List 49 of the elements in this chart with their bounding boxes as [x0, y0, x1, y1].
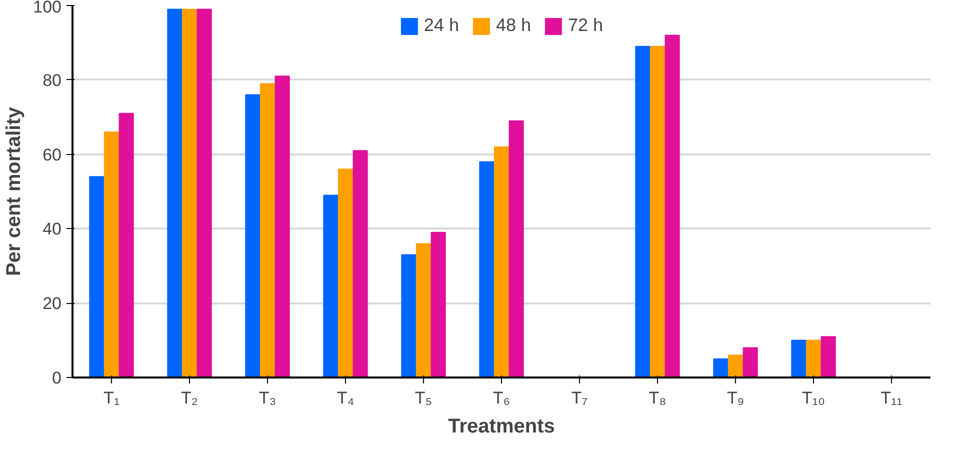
x-tick-label: T₂ — [181, 388, 198, 408]
bar — [196, 8, 212, 378]
y-tick-label: 100 — [33, 0, 62, 16]
bar — [430, 232, 446, 378]
bar — [664, 34, 680, 378]
bar — [182, 8, 198, 378]
bar — [820, 336, 836, 378]
bar — [728, 354, 744, 378]
bar — [791, 340, 806, 378]
bar — [338, 168, 354, 378]
bar — [352, 150, 368, 378]
y-tick-label: 60 — [42, 145, 62, 164]
y-axis-title: Per cent mortality — [3, 106, 26, 276]
x-tick-label: T₈ — [648, 388, 666, 408]
legend-label: 72 h — [568, 15, 604, 36]
x-tick-label: T₉ — [726, 388, 744, 408]
bar — [742, 347, 758, 378]
bar — [479, 161, 494, 378]
legend-label: 24 h — [424, 15, 459, 36]
bar — [713, 358, 728, 378]
x-tick-label: T₇ — [571, 388, 588, 408]
bar — [416, 243, 432, 378]
bar — [245, 94, 260, 378]
y-tick-label: 40 — [42, 220, 62, 239]
bar — [104, 131, 120, 378]
bar — [167, 8, 182, 378]
bar — [401, 254, 416, 378]
x-axis-title: Treatments — [448, 416, 555, 438]
x-tick-label: T₁₁ — [880, 388, 903, 408]
bar — [494, 146, 510, 378]
bar — [260, 83, 276, 378]
bar — [806, 340, 822, 378]
x-tick-label: T₆ — [492, 388, 510, 408]
bar — [508, 120, 524, 378]
x-tick-label: T₁ — [103, 388, 120, 408]
y-tick-label: 80 — [42, 70, 62, 90]
bar — [635, 46, 650, 378]
x-tick-label: T₁₀ — [802, 388, 826, 408]
x-tick-label: T₅ — [414, 388, 432, 408]
y-tick-label: 20 — [42, 294, 62, 314]
legend-label: 48 h — [496, 15, 532, 36]
bar — [89, 176, 104, 378]
x-tick-label: T₃ — [258, 388, 276, 408]
bar — [274, 76, 290, 378]
y-tick-label: 0 — [52, 368, 62, 388]
bar — [650, 46, 666, 378]
x-tick-label: T₄ — [336, 388, 354, 408]
bar — [323, 194, 338, 378]
bar — [118, 112, 134, 378]
